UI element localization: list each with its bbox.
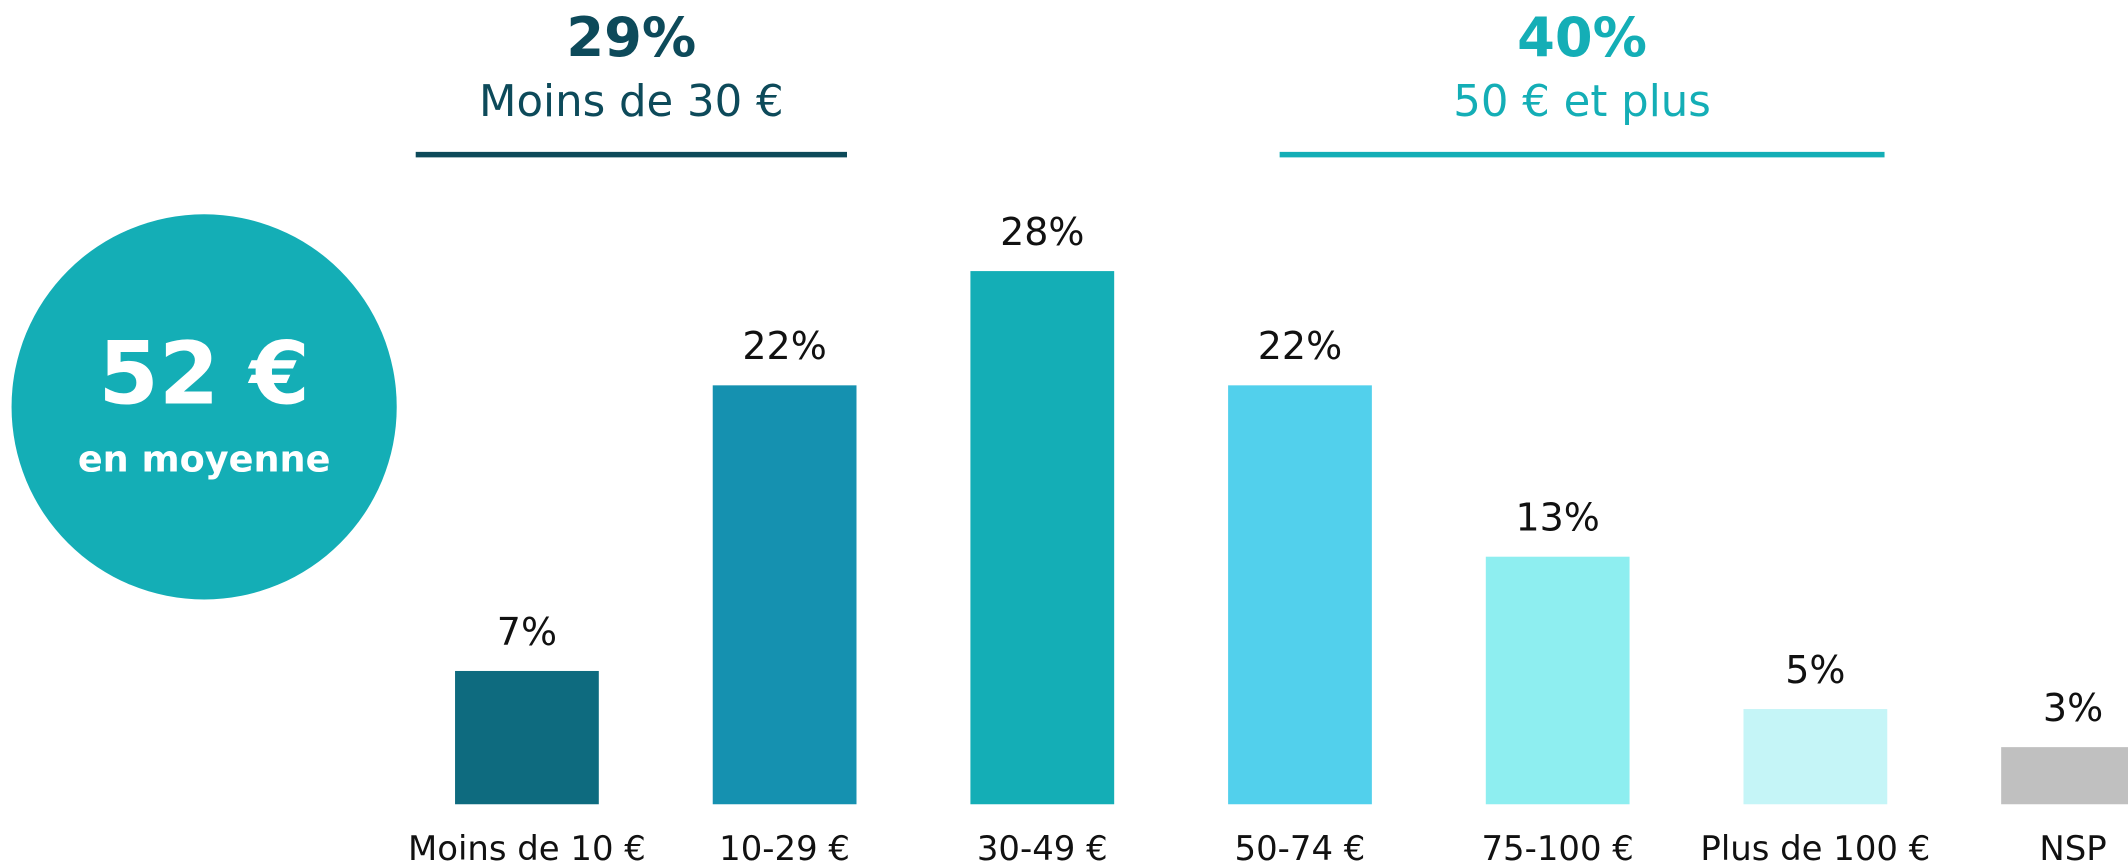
group-label: 50 € et plus (1453, 77, 1711, 127)
bar (455, 670, 599, 805)
average-value: 52 € (98, 324, 309, 425)
average-label: en moyenne (78, 438, 331, 481)
value-label: 3% (2043, 686, 2103, 730)
x-tick-label: 75-100 € (1481, 829, 1633, 868)
group-value: 40% (1517, 6, 1647, 69)
value-label: 5% (1785, 648, 1845, 692)
group-label: Moins de 30 € (479, 77, 784, 127)
x-tick-label: 30-49 € (977, 829, 1108, 868)
value-label: 28% (1000, 210, 1084, 254)
value-label: 13% (1515, 496, 1599, 540)
x-tick-label: NSP (2039, 829, 2106, 868)
value-label: 22% (742, 324, 826, 368)
bar (1228, 385, 1372, 805)
bar (2001, 747, 2128, 805)
x-tick-label: Moins de 10 € (408, 829, 646, 868)
bar (1485, 556, 1630, 805)
x-tick-label: 10-29 € (719, 829, 850, 868)
bar (1743, 709, 1888, 805)
x-tick-label: Plus de 100 € (1700, 829, 1930, 868)
bar (970, 271, 1115, 805)
value-label: 22% (1258, 324, 1342, 368)
average-circle (11, 214, 397, 600)
value-label: 7% (497, 610, 557, 654)
bar (712, 385, 857, 805)
x-tick-label: 50-74 € (1235, 829, 1366, 868)
group-value: 29% (566, 6, 696, 69)
